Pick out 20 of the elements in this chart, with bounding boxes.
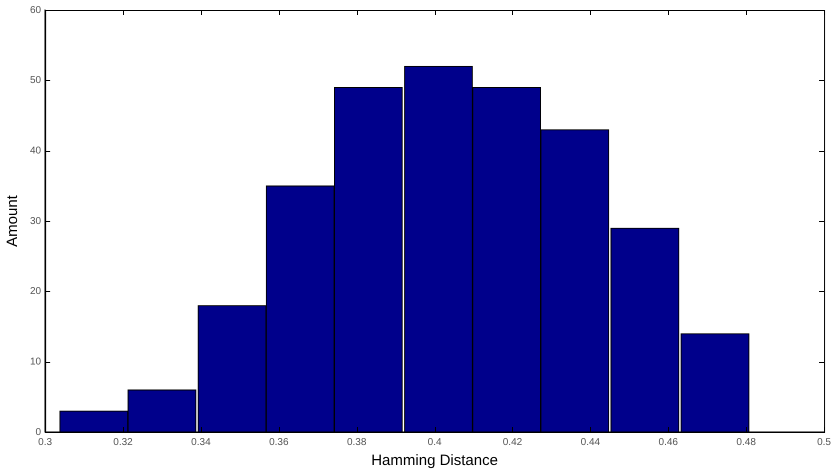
x-tick-label: 0.46 bbox=[658, 436, 678, 448]
x-tick-label: 0.34 bbox=[191, 436, 212, 448]
x-tick-label: 0.36 bbox=[269, 436, 289, 448]
x-tick-label: 0.42 bbox=[502, 436, 523, 448]
x-tick-label: 0.48 bbox=[736, 436, 756, 448]
y-tick-label: 60 bbox=[30, 4, 42, 16]
x-axis-title: Hamming Distance bbox=[371, 452, 498, 470]
y-tick-label: 0 bbox=[36, 426, 42, 438]
x-tick-label: 0.38 bbox=[346, 436, 367, 448]
y-tick-label: 30 bbox=[30, 216, 42, 227]
y-axis-title: Amount bbox=[4, 194, 22, 247]
x-tick-label: 0.4 bbox=[428, 436, 442, 448]
x-tick-label: 0.32 bbox=[113, 436, 134, 448]
y-tick-label: 50 bbox=[30, 75, 42, 86]
y-tick-label: 40 bbox=[30, 145, 42, 156]
y-tick-label: 10 bbox=[30, 356, 42, 368]
y-tick-label: 20 bbox=[30, 286, 42, 298]
x-tick-label: 0.5 bbox=[817, 436, 832, 448]
x-tick-label: 0.3 bbox=[38, 436, 53, 448]
x-tick-label: 0.44 bbox=[580, 436, 601, 448]
